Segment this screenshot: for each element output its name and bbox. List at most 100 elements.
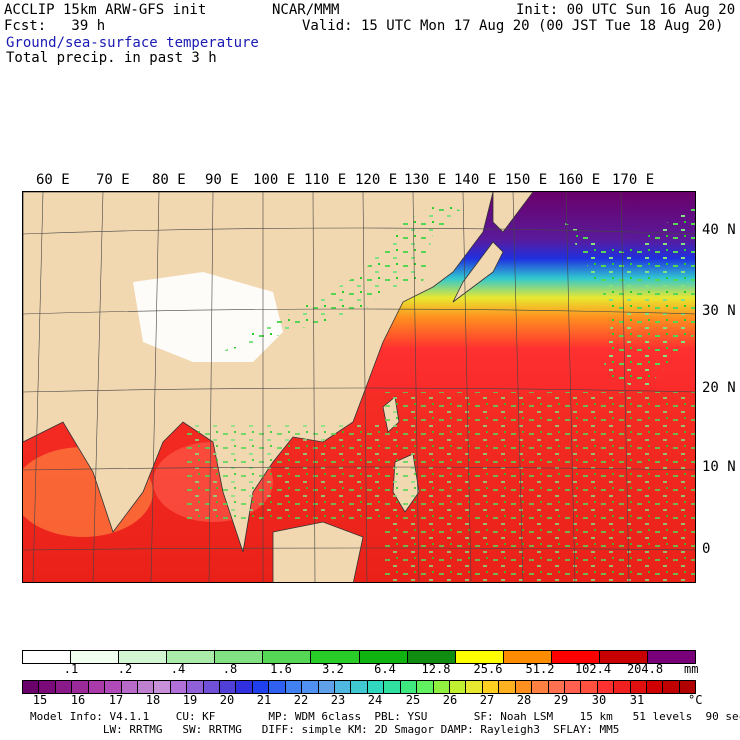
field-label-temperature: Ground/sea-surface temperature [6, 35, 259, 51]
temp-color-cell [72, 681, 89, 693]
precip-color-cell [71, 651, 120, 663]
precip-color-cell [551, 651, 600, 663]
temp-tick: 25 [405, 693, 421, 707]
temp-color-cell [121, 681, 138, 693]
temp-tick: 16 [70, 693, 86, 707]
forecast-hour: Fcst: 39 h [4, 18, 106, 34]
temp-unit: °C [688, 693, 703, 707]
precip-color-cell [407, 651, 456, 663]
precip-color-cell [599, 651, 649, 663]
temp-color-cell [384, 681, 401, 693]
field-label-precip: Total precip. in past 3 h [6, 50, 217, 66]
lon-label: 70 E [96, 172, 130, 188]
temp-color-cell [302, 681, 319, 693]
temp-color-cell [351, 681, 368, 693]
temp-color-cell [515, 681, 533, 693]
lon-label: 110 E [304, 172, 347, 188]
lon-label: 60 E [36, 172, 70, 188]
precip-tick: 25.6 [473, 662, 503, 676]
map-grid [23, 192, 695, 582]
temp-color-cell [433, 681, 450, 693]
lat-label: 40 N [702, 222, 736, 238]
temp-color-cell [269, 681, 286, 693]
lon-label: 160 E [558, 172, 601, 188]
precip-colorbar [22, 650, 696, 664]
temp-tick: 22 [293, 693, 309, 707]
precip-tick: .1 [63, 662, 79, 676]
precip-color-cell [503, 651, 552, 663]
precip-tick: 1.6 [270, 662, 292, 676]
model-info-line1: Model Info: V4.1.1 CU: KF MP: WDM 6class… [30, 710, 740, 723]
lon-label: 100 E [253, 172, 296, 188]
temp-color-cell [220, 681, 237, 693]
temp-color-cell [417, 681, 434, 693]
precip-color-cell [455, 651, 504, 663]
precip-color-cell [359, 651, 408, 663]
temp-tick: 19 [182, 693, 198, 707]
temp-color-cell [154, 681, 171, 693]
temp-color-cell [285, 681, 303, 693]
temp-color-cell [400, 681, 418, 693]
temp-color-cell [614, 681, 631, 693]
precip-tick: 12.8 [421, 662, 451, 676]
forecast-map [22, 191, 696, 583]
temp-color-cell [187, 681, 204, 693]
institution: NCAR/MMM [272, 2, 340, 18]
temp-color-cell [499, 681, 516, 693]
lon-label: 150 E [505, 172, 548, 188]
temp-color-cell [105, 681, 122, 693]
precip-color-cell [23, 651, 72, 663]
temp-color-cell [564, 681, 582, 693]
temp-tick: 29 [553, 693, 569, 707]
temp-color-cell [170, 681, 188, 693]
temp-color-cell [581, 681, 598, 693]
precip-band-monsoon [223, 202, 463, 352]
temp-tick: 21 [256, 693, 272, 707]
temp-color-cell [137, 681, 155, 693]
lat-label: 10 N [702, 459, 736, 475]
precip-color-cell [119, 651, 168, 663]
temp-color-cell [597, 681, 615, 693]
precip-south-asia [183, 422, 383, 522]
kamchatka-landmass [492, 192, 534, 233]
temp-color-cell [252, 681, 270, 693]
temp-tick: 27 [479, 693, 495, 707]
temp-color-cell [647, 681, 664, 693]
precip-color-cell [215, 651, 264, 663]
precip-tick: .4 [170, 662, 186, 676]
temp-color-cell [236, 681, 253, 693]
temperature-colorbar [22, 680, 696, 694]
run-title: ACCLIP 15km ARW-GFS init [4, 2, 207, 18]
temp-tick: 18 [145, 693, 161, 707]
lon-label: 130 E [404, 172, 447, 188]
temp-color-cell [39, 681, 56, 693]
precip-color-cell [311, 651, 360, 663]
lon-label: 140 E [454, 172, 497, 188]
precip-tick: 6.4 [374, 662, 396, 676]
precip-tick: .8 [222, 662, 238, 676]
temp-tick: 23 [330, 693, 346, 707]
precip-color-cell [263, 651, 312, 663]
precip-tick: 204.8 [626, 662, 664, 676]
lon-label: 170 E [612, 172, 655, 188]
precip-tropics [383, 392, 695, 582]
precip-color-cell [167, 651, 216, 663]
temp-tick: 28 [516, 693, 532, 707]
temp-tick: 31 [629, 693, 645, 707]
temp-color-cell [318, 681, 336, 693]
precip-color-cell [648, 651, 696, 663]
temp-color-cell [548, 681, 565, 693]
lon-label: 80 E [152, 172, 186, 188]
temp-color-cell [203, 681, 221, 693]
temp-color-cell [55, 681, 73, 693]
precip-tick: 102.4 [574, 662, 612, 676]
temp-color-cell [449, 681, 467, 693]
temp-color-cell [532, 681, 549, 693]
temp-color-cell [482, 681, 500, 693]
lon-label: 90 E [205, 172, 239, 188]
valid-time: Valid: 15 UTC Mon 17 Aug 20 (00 JST Tue … [302, 18, 724, 34]
temp-tick: 17 [108, 693, 124, 707]
japan-landmass [452, 241, 504, 303]
temp-tick: 20 [219, 693, 235, 707]
temp-color-cell [679, 681, 696, 693]
